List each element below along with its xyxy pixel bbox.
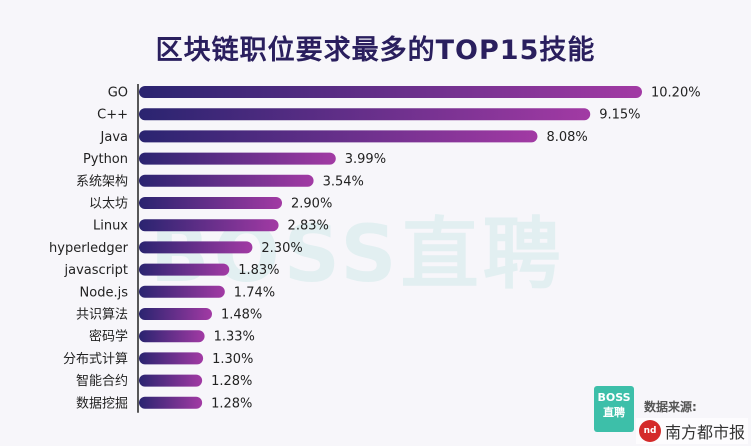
- category-label: 系统架构: [76, 174, 128, 189]
- category-label: 数据挖掘: [76, 396, 128, 411]
- category-label: GO: [108, 86, 128, 101]
- value-label: 1.33%: [214, 330, 255, 345]
- category-label: Python: [83, 152, 128, 167]
- category-label: 智能合约: [76, 374, 128, 389]
- value-label: 1.30%: [212, 352, 253, 367]
- value-label: 2.30%: [261, 241, 302, 256]
- category-label: C++: [97, 108, 128, 123]
- publisher-logo-icon: nd: [639, 420, 661, 442]
- bar: [139, 219, 279, 232]
- bar: [139, 285, 225, 298]
- chart-title: 区块链职位要求最多的TOP15技能: [155, 35, 596, 66]
- bar: [139, 108, 591, 121]
- category-label: 共识算法: [76, 308, 128, 323]
- bar: [139, 308, 212, 320]
- value-label: 1.48%: [221, 308, 262, 323]
- value-label: 1.83%: [238, 263, 279, 278]
- bar: [139, 396, 203, 409]
- value-label: 1.74%: [234, 285, 275, 300]
- publisher-credit: nd 南方都市报: [636, 418, 749, 444]
- bar: [139, 130, 538, 143]
- value-label: 8.08%: [546, 130, 587, 145]
- value-label: 1.28%: [211, 374, 252, 389]
- category-label: Node.js: [80, 285, 129, 300]
- value-label: 2.90%: [291, 197, 332, 212]
- bar: [139, 197, 283, 209]
- category-label: 密码学: [89, 329, 128, 345]
- category-label: Linux: [93, 219, 128, 234]
- bar: [139, 374, 203, 387]
- bar: [139, 263, 230, 276]
- boss-logo: BOSS直聘: [594, 386, 634, 432]
- value-label: 10.20%: [651, 86, 701, 101]
- publisher-name: 南方都市报: [665, 423, 746, 442]
- bar: [139, 352, 204, 365]
- category-label: 以太坊: [89, 197, 128, 212]
- value-label: 2.83%: [288, 219, 329, 234]
- category-label: 分布式计算: [63, 352, 128, 367]
- value-label: 3.54%: [323, 174, 364, 189]
- value-label: 1.28%: [211, 396, 252, 411]
- value-label: 9.15%: [599, 108, 640, 123]
- category-label: javascript: [64, 263, 128, 278]
- category-label: Java: [100, 130, 128, 145]
- category-label: hyperledger: [49, 241, 129, 256]
- bar: [139, 330, 205, 343]
- data-source-label: 数据来源:: [644, 400, 697, 414]
- bar: [139, 152, 336, 165]
- value-label: 3.99%: [345, 152, 386, 167]
- bar: [139, 174, 314, 187]
- bar: [139, 241, 253, 254]
- bar: [139, 86, 642, 98]
